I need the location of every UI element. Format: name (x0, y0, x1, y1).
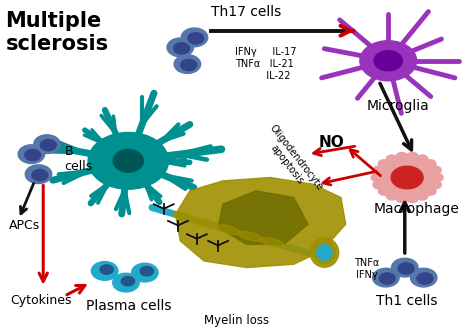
Circle shape (382, 159, 433, 196)
Polygon shape (175, 178, 346, 268)
Circle shape (417, 192, 428, 200)
Circle shape (32, 170, 48, 181)
Circle shape (40, 139, 56, 151)
Circle shape (25, 165, 52, 184)
Circle shape (386, 155, 398, 163)
Circle shape (121, 276, 135, 286)
Circle shape (407, 195, 418, 203)
Circle shape (371, 174, 383, 182)
Circle shape (113, 273, 139, 292)
Text: TNFα
IFNγ: TNFα IFNγ (355, 258, 380, 280)
Circle shape (88, 132, 168, 189)
Circle shape (174, 55, 201, 73)
Circle shape (91, 262, 118, 280)
Text: Myelin loss: Myelin loss (204, 315, 270, 327)
Ellipse shape (260, 238, 284, 248)
Text: B
cells: B cells (64, 145, 93, 173)
Circle shape (373, 181, 384, 189)
Text: APCs: APCs (9, 219, 40, 232)
Text: Plasma cells: Plasma cells (85, 299, 171, 313)
Circle shape (373, 268, 399, 287)
Circle shape (398, 263, 414, 274)
Circle shape (181, 59, 197, 71)
Circle shape (373, 166, 384, 174)
Circle shape (34, 135, 60, 153)
Ellipse shape (320, 248, 329, 257)
Circle shape (18, 145, 45, 163)
Circle shape (173, 43, 190, 54)
Circle shape (167, 38, 193, 57)
Circle shape (392, 258, 418, 277)
Ellipse shape (172, 212, 196, 222)
Circle shape (374, 51, 402, 71)
Ellipse shape (313, 241, 335, 264)
Circle shape (425, 160, 436, 168)
Circle shape (407, 152, 418, 160)
Circle shape (132, 263, 158, 282)
Circle shape (181, 28, 208, 47)
Text: Microglia: Microglia (366, 99, 429, 113)
Circle shape (360, 41, 417, 81)
Circle shape (396, 195, 408, 203)
Text: Th1 cells: Th1 cells (376, 294, 438, 308)
Circle shape (391, 166, 423, 189)
Circle shape (386, 192, 398, 200)
Ellipse shape (317, 245, 332, 261)
Circle shape (417, 155, 428, 163)
Circle shape (378, 160, 390, 168)
Ellipse shape (194, 218, 219, 228)
Circle shape (430, 166, 441, 174)
Text: IFNγ     IL-17
TNFα   IL-21
          IL-22: IFNγ IL-17 TNFα IL-21 IL-22 (235, 48, 296, 81)
Circle shape (430, 181, 441, 189)
Ellipse shape (216, 225, 240, 234)
Circle shape (100, 265, 113, 274)
Ellipse shape (238, 231, 263, 241)
Circle shape (378, 187, 390, 195)
Circle shape (417, 273, 433, 284)
Circle shape (379, 273, 395, 284)
Circle shape (425, 187, 436, 195)
Text: Th17 cells: Th17 cells (211, 5, 282, 19)
Circle shape (25, 149, 41, 161)
Circle shape (432, 174, 443, 182)
Polygon shape (218, 191, 308, 244)
Circle shape (140, 267, 154, 276)
Circle shape (188, 33, 204, 44)
Text: Cytokines: Cytokines (10, 294, 72, 308)
Text: NO: NO (319, 135, 345, 150)
Ellipse shape (113, 149, 143, 172)
Text: Multiple
sclerosis: Multiple sclerosis (5, 11, 109, 54)
Text: Oligodendrocyte
apoptosis: Oligodendrocyte apoptosis (258, 123, 325, 199)
Text: Macrophage: Macrophage (374, 202, 459, 216)
Circle shape (410, 268, 437, 287)
Ellipse shape (310, 238, 339, 267)
Circle shape (396, 152, 408, 160)
